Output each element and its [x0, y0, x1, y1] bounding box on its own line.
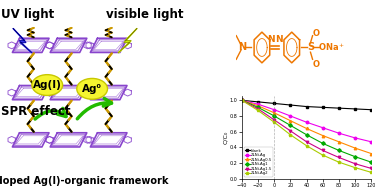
ZLNi-Ag1.5	[321, 149, 325, 152]
ZLNi-Ag1	[272, 115, 276, 117]
ZLNi-Ag0.5	[304, 127, 309, 130]
ZLNi-Ag	[321, 127, 325, 129]
Text: Ag(I): Ag(I)	[33, 80, 62, 90]
Ellipse shape	[32, 75, 63, 95]
blank	[353, 108, 357, 110]
Text: N: N	[267, 35, 275, 44]
ZLNi-Ag	[240, 99, 244, 101]
ZLNi-Ag0.5	[321, 134, 325, 137]
ZLNi-Ag1	[288, 124, 292, 126]
ZLNi-Ag1.5	[337, 156, 341, 159]
Text: N: N	[276, 35, 283, 44]
blank	[321, 106, 325, 108]
ZLNi-Ag1	[369, 161, 374, 163]
ZLNi-Ag0.5	[353, 147, 357, 149]
ZLNi-Ag	[256, 103, 260, 105]
Text: Ag⁰-doped Ag(I)-organic framework: Ag⁰-doped Ag(I)-organic framework	[0, 176, 169, 186]
Line: blank: blank	[241, 99, 372, 111]
blank	[288, 104, 292, 106]
ZLNi-Ag1.5	[304, 141, 309, 143]
ZLNi-Ag1	[321, 142, 325, 145]
ZLNi-Ag1.5	[288, 130, 292, 132]
blank	[240, 99, 244, 101]
ZLNi-Ag2	[240, 99, 244, 101]
Text: Na$^+$: Na$^+$	[326, 42, 346, 53]
Ellipse shape	[77, 78, 108, 99]
ZLNi-Ag1	[353, 156, 357, 158]
Text: O: O	[313, 29, 320, 38]
blank	[369, 108, 374, 111]
blank	[256, 101, 260, 103]
ZLNi-Ag0.5	[288, 119, 292, 122]
Line: ZLNi-Ag0.5: ZLNi-Ag0.5	[241, 99, 372, 155]
ZLNi-Ag0.5	[369, 152, 374, 155]
blank	[304, 105, 309, 108]
ZLNi-Ag1	[256, 106, 260, 108]
ZLNi-Ag0.5	[272, 112, 276, 114]
ZLNi-Ag2	[369, 171, 374, 174]
Text: UV light: UV light	[1, 8, 54, 21]
Line: ZLNi-Ag1.5: ZLNi-Ag1.5	[241, 99, 372, 170]
Text: S: S	[307, 43, 314, 53]
Line: ZLNi-Ag1: ZLNi-Ag1	[241, 99, 372, 163]
ZLNi-Ag2	[321, 154, 325, 156]
ZLNi-Ag2	[304, 145, 309, 147]
ZLNi-Ag	[272, 108, 276, 111]
Text: visible light: visible light	[106, 8, 184, 21]
ZLNi-Ag1.5	[256, 108, 260, 110]
ZLNi-Ag1	[337, 149, 341, 152]
Y-axis label: C/C₀: C/C₀	[224, 131, 229, 144]
blank	[337, 107, 341, 109]
ZLNi-Ag	[304, 121, 309, 123]
ZLNi-Ag	[288, 115, 292, 117]
Line: ZLNi-Ag: ZLNi-Ag	[241, 99, 372, 143]
Text: N: N	[238, 43, 246, 53]
ZLNi-Ag1	[240, 99, 244, 101]
ZLNi-Ag2	[353, 167, 357, 169]
ZLNi-Ag1.5	[369, 167, 374, 170]
FancyArrowPatch shape	[35, 108, 66, 119]
ZLNi-Ag	[369, 141, 374, 143]
ZLNi-Ag	[353, 137, 357, 139]
Polygon shape	[118, 28, 137, 53]
Polygon shape	[13, 28, 32, 53]
Text: O: O	[313, 60, 320, 69]
ZLNi-Ag0.5	[256, 105, 260, 107]
Text: Ag⁰: Ag⁰	[82, 84, 102, 94]
ZLNi-Ag1.5	[353, 163, 357, 165]
ZLNi-Ag2	[288, 134, 292, 136]
ZLNi-Ag2	[256, 109, 260, 112]
ZLNi-Ag1.5	[240, 99, 244, 101]
ZLNi-Ag1.5	[272, 119, 276, 121]
ZLNi-Ag1	[304, 134, 309, 136]
Legend: blank, ZLNi-Ag, ZLNi-Ag0.5, ZLNi-Ag1, ZLNi-Ag1.5, ZLNi-Ag2: blank, ZLNi-Ag, ZLNi-Ag0.5, ZLNi-Ag1, ZL…	[244, 147, 273, 177]
ZLNi-Ag2	[272, 121, 276, 123]
ZLNi-Ag	[337, 132, 341, 134]
FancyArrowPatch shape	[77, 98, 111, 119]
ZLNi-Ag0.5	[240, 99, 244, 101]
Text: SPR effect: SPR effect	[1, 105, 70, 118]
ZLNi-Ag2	[337, 161, 341, 163]
Text: O: O	[319, 43, 326, 52]
blank	[272, 102, 276, 105]
Line: ZLNi-Ag2: ZLNi-Ag2	[241, 99, 372, 174]
ZLNi-Ag0.5	[337, 141, 341, 143]
